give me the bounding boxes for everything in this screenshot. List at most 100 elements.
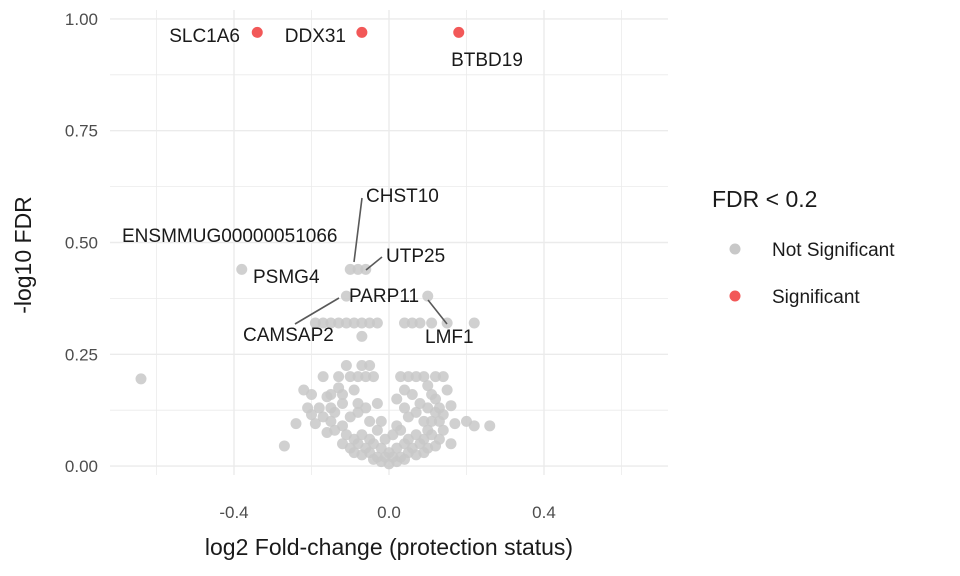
y-axis-ticks: 0.00 0.25 0.50 0.75 1.00: [65, 10, 98, 476]
point-not-significant: [445, 438, 457, 450]
x-tick-label: 0.0: [377, 503, 401, 522]
point-not-significant: [325, 415, 337, 427]
point-significant: [356, 26, 368, 38]
point-not-significant: [430, 440, 441, 452]
point-not-significant: [360, 402, 372, 414]
point-not-significant: [352, 371, 364, 383]
not-significant-points: [135, 263, 496, 470]
x-tick-label: -0.4: [219, 503, 248, 522]
y-axis-title: -log10 FDR: [10, 196, 36, 314]
point-not-significant: [278, 440, 290, 452]
x-axis-ticks: -0.4 0.0 0.4: [219, 503, 555, 522]
point-not-significant: [364, 359, 376, 371]
point-not-significant: [356, 330, 368, 342]
point-not-significant: [418, 447, 430, 459]
point-not-significant: [360, 371, 372, 383]
point-not-significant: [306, 409, 317, 421]
legend: FDR < 0.2 Not Significant Significant: [712, 186, 895, 308]
point-not-significant: [422, 290, 434, 302]
point-not-significant: [317, 371, 329, 383]
point-not-significant: [437, 371, 449, 383]
point-not-significant: [395, 371, 407, 383]
gene-label: DDX31: [285, 26, 346, 47]
point-not-significant: [371, 317, 383, 329]
point-not-significant: [317, 317, 329, 329]
point-not-significant: [325, 317, 337, 329]
significant-points: [251, 26, 465, 38]
point-not-significant: [379, 451, 391, 463]
point-not-significant: [337, 397, 348, 409]
x-axis-title: log2 Fold-change (protection status): [205, 534, 573, 560]
point-significant: [453, 26, 465, 38]
y-tick-label: 0.75: [65, 122, 98, 141]
point-not-significant: [333, 317, 345, 329]
point-not-significant: [368, 371, 379, 383]
point-not-significant: [325, 389, 337, 401]
point-not-significant: [395, 424, 407, 436]
point-not-significant: [348, 384, 360, 396]
label-connector: [294, 297, 340, 325]
point-not-significant: [333, 371, 345, 383]
gene-label: CAMSAP2: [243, 325, 334, 346]
label-connector: [365, 256, 383, 271]
point-not-significant: [430, 393, 441, 405]
gene-label: BTBD19: [451, 50, 523, 71]
gene-label: UTP25: [386, 246, 445, 267]
y-tick-label: 0.25: [65, 345, 98, 364]
gene-label: LMF1: [425, 327, 474, 348]
point-not-significant: [348, 317, 360, 329]
point-not-significant: [399, 317, 410, 329]
legend-key-not-significant: [729, 243, 741, 255]
point-not-significant: [333, 382, 345, 394]
legend-label-significant: Significant: [772, 287, 860, 308]
y-tick-label: 0.50: [65, 234, 98, 253]
point-not-significant: [356, 359, 368, 371]
point-not-significant: [340, 317, 352, 329]
label-connector: [353, 197, 363, 263]
point-not-significant: [371, 397, 383, 409]
label-connector: [427, 299, 448, 325]
point-not-significant: [344, 263, 356, 275]
point-not-significant: [402, 371, 414, 383]
point-significant: [251, 26, 263, 38]
gene-label: CHST10: [366, 186, 439, 207]
point-not-significant: [418, 415, 430, 427]
point-not-significant: [364, 415, 376, 427]
point-not-significant: [340, 290, 352, 302]
point-not-significant: [236, 263, 248, 275]
label-connector-lines: [294, 197, 448, 325]
point-not-significant: [340, 359, 352, 371]
legend-key-significant: [729, 290, 741, 302]
gene-label: PARP11: [349, 286, 419, 307]
point-not-significant: [422, 380, 434, 392]
point-not-significant: [406, 389, 418, 401]
legend-title: FDR < 0.2: [712, 186, 817, 212]
point-not-significant: [356, 317, 368, 329]
gene-label: SLC1A6: [169, 26, 240, 47]
point-not-significant: [433, 415, 445, 427]
point-not-significant: [468, 420, 480, 432]
point-not-significant: [352, 263, 364, 275]
point-not-significant: [430, 371, 441, 383]
point-not-significant: [387, 451, 399, 463]
point-not-significant: [414, 317, 426, 329]
gene-labels: SLC1A6 DDX31 BTBD19 CHST10 ENSMMUG0000005106…: [122, 26, 523, 348]
x-tick-label: 0.4: [532, 503, 556, 522]
point-not-significant: [441, 384, 453, 396]
point-not-significant: [313, 402, 325, 414]
point-not-significant: [410, 406, 422, 418]
point-not-significant: [290, 418, 302, 430]
point-not-significant: [426, 317, 438, 329]
point-not-significant: [135, 373, 147, 385]
point-not-significant: [309, 418, 321, 430]
point-not-significant: [329, 406, 341, 418]
point-not-significant: [437, 424, 449, 436]
gene-label: PSMG4: [253, 267, 320, 288]
point-not-significant: [426, 415, 438, 427]
point-not-significant: [418, 371, 430, 383]
point-not-significant: [364, 317, 376, 329]
grid: [110, 10, 668, 475]
y-tick-label: 0.00: [65, 457, 98, 476]
point-not-significant: [399, 453, 410, 465]
